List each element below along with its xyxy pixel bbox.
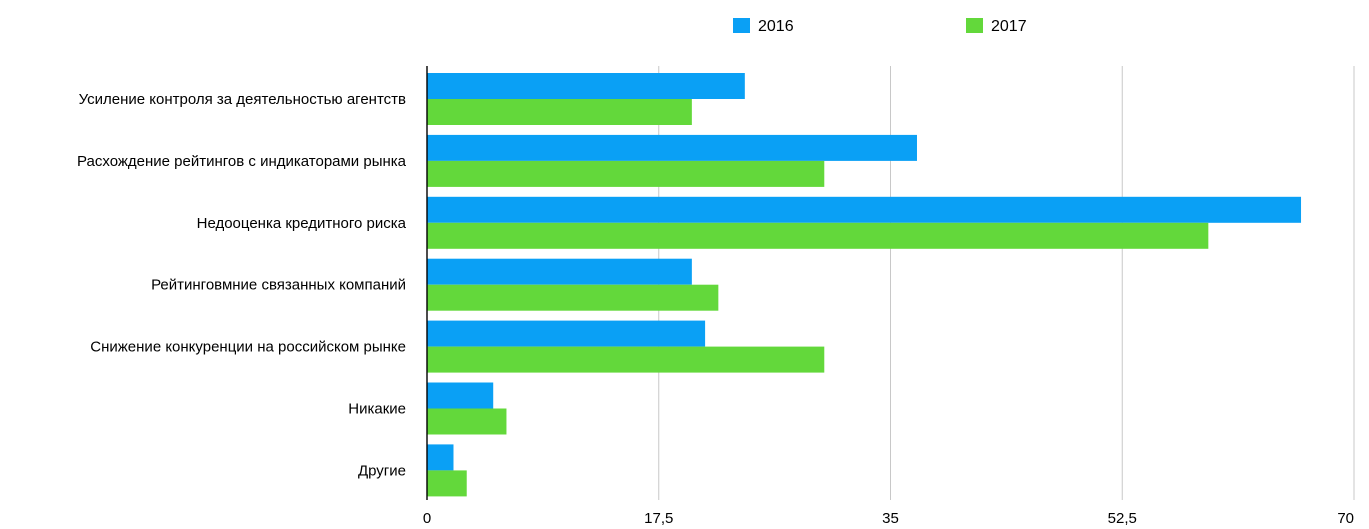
- bar-2016-2: [427, 134, 917, 161]
- bar-2016-7: [427, 444, 454, 471]
- bar-2017-6: [427, 408, 507, 435]
- x-tick-label: 52,5: [1108, 510, 1137, 527]
- bar-2017-2: [427, 160, 825, 187]
- category-label: Усиление контроля за деятельностью агент…: [79, 91, 406, 108]
- x-tick-label: 0: [423, 510, 431, 527]
- legend-swatch-2016: [733, 18, 750, 33]
- category-label: Расхождение рейтингов с индикаторами рын…: [77, 153, 407, 170]
- legend-label-2017: 2017: [991, 18, 1027, 35]
- bar-2016-3: [427, 196, 1302, 223]
- bar-2017-4: [427, 284, 719, 311]
- bar-2017-3: [427, 222, 1209, 249]
- category-label: Другие: [358, 462, 406, 479]
- category-label: Снижение конкуренции на российском рынке: [90, 339, 406, 356]
- bar-2017-7: [427, 470, 467, 497]
- bar-2016-5: [427, 320, 706, 347]
- category-labels: Усиление контроля за деятельностью агент…: [77, 91, 407, 479]
- bar-2016-1: [427, 73, 745, 99]
- x-tick-label: 70: [1337, 510, 1354, 527]
- bar-2016-6: [427, 382, 494, 409]
- bars: [427, 73, 1302, 497]
- legend-swatch-2017: [966, 18, 983, 33]
- x-tick-label: 17,5: [644, 510, 673, 527]
- legend: 2016 2017: [733, 18, 1027, 35]
- legend-label-2016: 2016: [758, 18, 794, 35]
- x-tick-labels: 0 17,5 35 52,5 70: [423, 510, 1354, 527]
- bar-2017-1: [427, 99, 692, 125]
- bar-2017-5: [427, 346, 825, 373]
- category-label: Никакие: [348, 401, 406, 418]
- grid-lines: [658, 66, 1355, 500]
- category-label: Недооценка кредитного риска: [197, 215, 407, 232]
- category-label: Рейтинговмние связанных компаний: [151, 277, 406, 294]
- bar-2016-4: [427, 258, 692, 285]
- x-tick-label: 35: [882, 510, 899, 527]
